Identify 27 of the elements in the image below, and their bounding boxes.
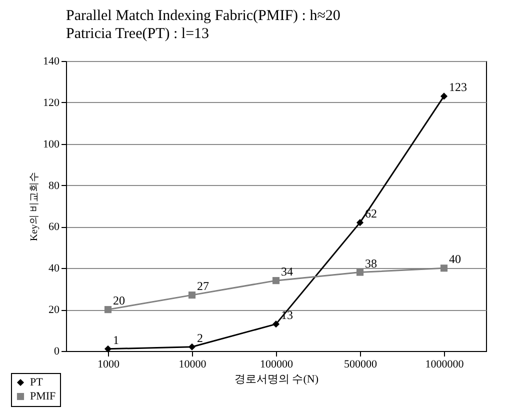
x-tick-label: 1000 <box>98 358 120 370</box>
y-tick-label: 140 <box>43 56 60 68</box>
data-label: 40 <box>449 252 461 266</box>
y-axis-title: Key의 비교회수 <box>29 172 40 242</box>
data-label: 34 <box>281 264 293 279</box>
legend-label: PT <box>30 376 44 388</box>
chart-subtitle: Patricia Tree(PT) : l=13 <box>66 26 210 42</box>
y-tick-label: 100 <box>43 138 60 150</box>
y-tick-label: 120 <box>43 96 60 109</box>
chart-title: Parallel Match Indexing Fabric(PMIF) : h≈20 <box>66 8 340 24</box>
y-tick-label: 40 <box>48 262 60 275</box>
legend-label: PMIF <box>30 390 56 402</box>
y-tick-label: 20 <box>48 304 60 316</box>
data-label: 2 <box>197 330 203 345</box>
x-tick-label: 1000000 <box>425 358 464 370</box>
y-tick-label: 60 <box>48 221 60 234</box>
y-tick-label: 0 <box>54 346 60 358</box>
x-tick-label: 10000 <box>178 358 207 370</box>
x-tick-label: 100000 <box>260 358 294 370</box>
data-label: 123 <box>449 80 467 94</box>
x-axis-title: 경로서명의 수(N) <box>234 374 319 386</box>
data-label: 20 <box>113 294 125 308</box>
data-label: 1 <box>113 332 119 347</box>
data-label: 27 <box>197 279 209 294</box>
y-tick-label: 80 <box>48 180 60 192</box>
data-label: 38 <box>365 256 377 270</box>
x-tick-label: 500000 <box>344 358 378 370</box>
